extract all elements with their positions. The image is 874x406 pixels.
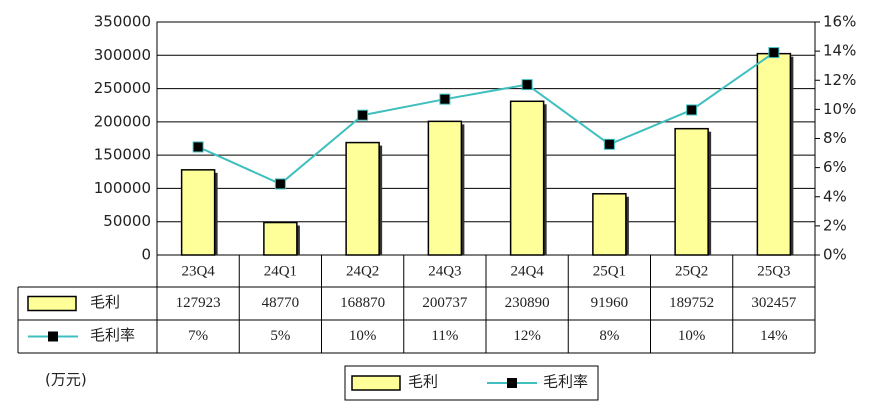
x-tick-label: 25Q3	[757, 263, 790, 279]
table-value: 189752	[669, 295, 714, 311]
bar	[180, 169, 216, 256]
bar	[427, 120, 463, 256]
x-tick-label: 24Q3	[428, 263, 461, 279]
y-tick-label: 200000	[94, 112, 151, 130]
table-value: 12%	[513, 328, 541, 344]
y-tick-label: 0	[141, 246, 151, 264]
unit-label: (万元)	[45, 371, 87, 389]
y2-tick-label: 14%	[823, 42, 856, 60]
legend-key	[351, 375, 401, 391]
table-value: 48770	[262, 295, 300, 311]
legend-label: 毛利率	[543, 373, 588, 390]
table-legend-label: 毛利	[90, 294, 120, 311]
y2-tick-label: 12%	[823, 71, 856, 89]
line-marker	[521, 79, 533, 91]
y-tick-label: 250000	[94, 79, 151, 97]
table-value: 230890	[505, 295, 550, 311]
legend-label: 毛利	[408, 373, 438, 390]
y-tick-label: 150000	[94, 146, 151, 164]
bar	[263, 221, 298, 256]
x-tick-label: 25Q1	[593, 263, 626, 279]
table-value: 11%	[431, 328, 458, 344]
table-legend-key	[27, 295, 77, 312]
table-value: 127923	[176, 295, 221, 311]
table-value: 8%	[599, 328, 619, 344]
table-legend-key	[48, 331, 58, 342]
y-tick-label: 50000	[103, 212, 151, 230]
y2-tick-label: 10%	[823, 100, 856, 118]
y2-tick-label: 4%	[823, 187, 847, 205]
line-marker	[274, 178, 286, 190]
x-tick-label: 24Q1	[264, 263, 297, 279]
table-value: 200737	[422, 295, 468, 311]
legend-key	[507, 378, 517, 388]
table-value: 10%	[678, 328, 706, 344]
y2-tick-label: 6%	[823, 158, 847, 176]
bar	[509, 100, 545, 256]
y-tick-label: 100000	[94, 179, 151, 197]
table-value: 7%	[188, 328, 208, 344]
table-value: 10%	[349, 328, 377, 344]
line-marker	[357, 109, 369, 121]
plot-area	[156, 21, 816, 256]
bar	[674, 127, 709, 256]
x-tick-label: 25Q2	[675, 263, 708, 279]
bar	[756, 52, 792, 256]
y2-tick-label: 8%	[823, 129, 847, 147]
table-value: 91960	[591, 295, 629, 311]
line-marker	[439, 93, 451, 105]
table-value: 168870	[340, 295, 385, 311]
y2-tick-label: 2%	[823, 216, 847, 234]
table-value: 302457	[751, 295, 797, 311]
table-value: 14%	[760, 328, 788, 344]
bar	[592, 193, 627, 256]
y-tick-label: 350000	[94, 13, 151, 31]
y2-tick-label: 0%	[823, 246, 847, 264]
line-marker	[603, 138, 615, 150]
table-value: 5%	[270, 328, 290, 344]
bar	[345, 141, 380, 256]
y2-tick-label: 16%	[823, 13, 856, 31]
y-tick-label: 300000	[94, 46, 151, 64]
line-marker	[192, 141, 204, 153]
table-legend-label: 毛利率	[90, 327, 135, 344]
x-tick-label: 24Q4	[510, 263, 544, 279]
x-tick-label: 24Q2	[346, 263, 379, 279]
line-marker	[768, 47, 780, 59]
line-marker	[686, 104, 698, 116]
x-tick-label: 23Q4	[181, 263, 215, 279]
line	[197, 51, 775, 186]
